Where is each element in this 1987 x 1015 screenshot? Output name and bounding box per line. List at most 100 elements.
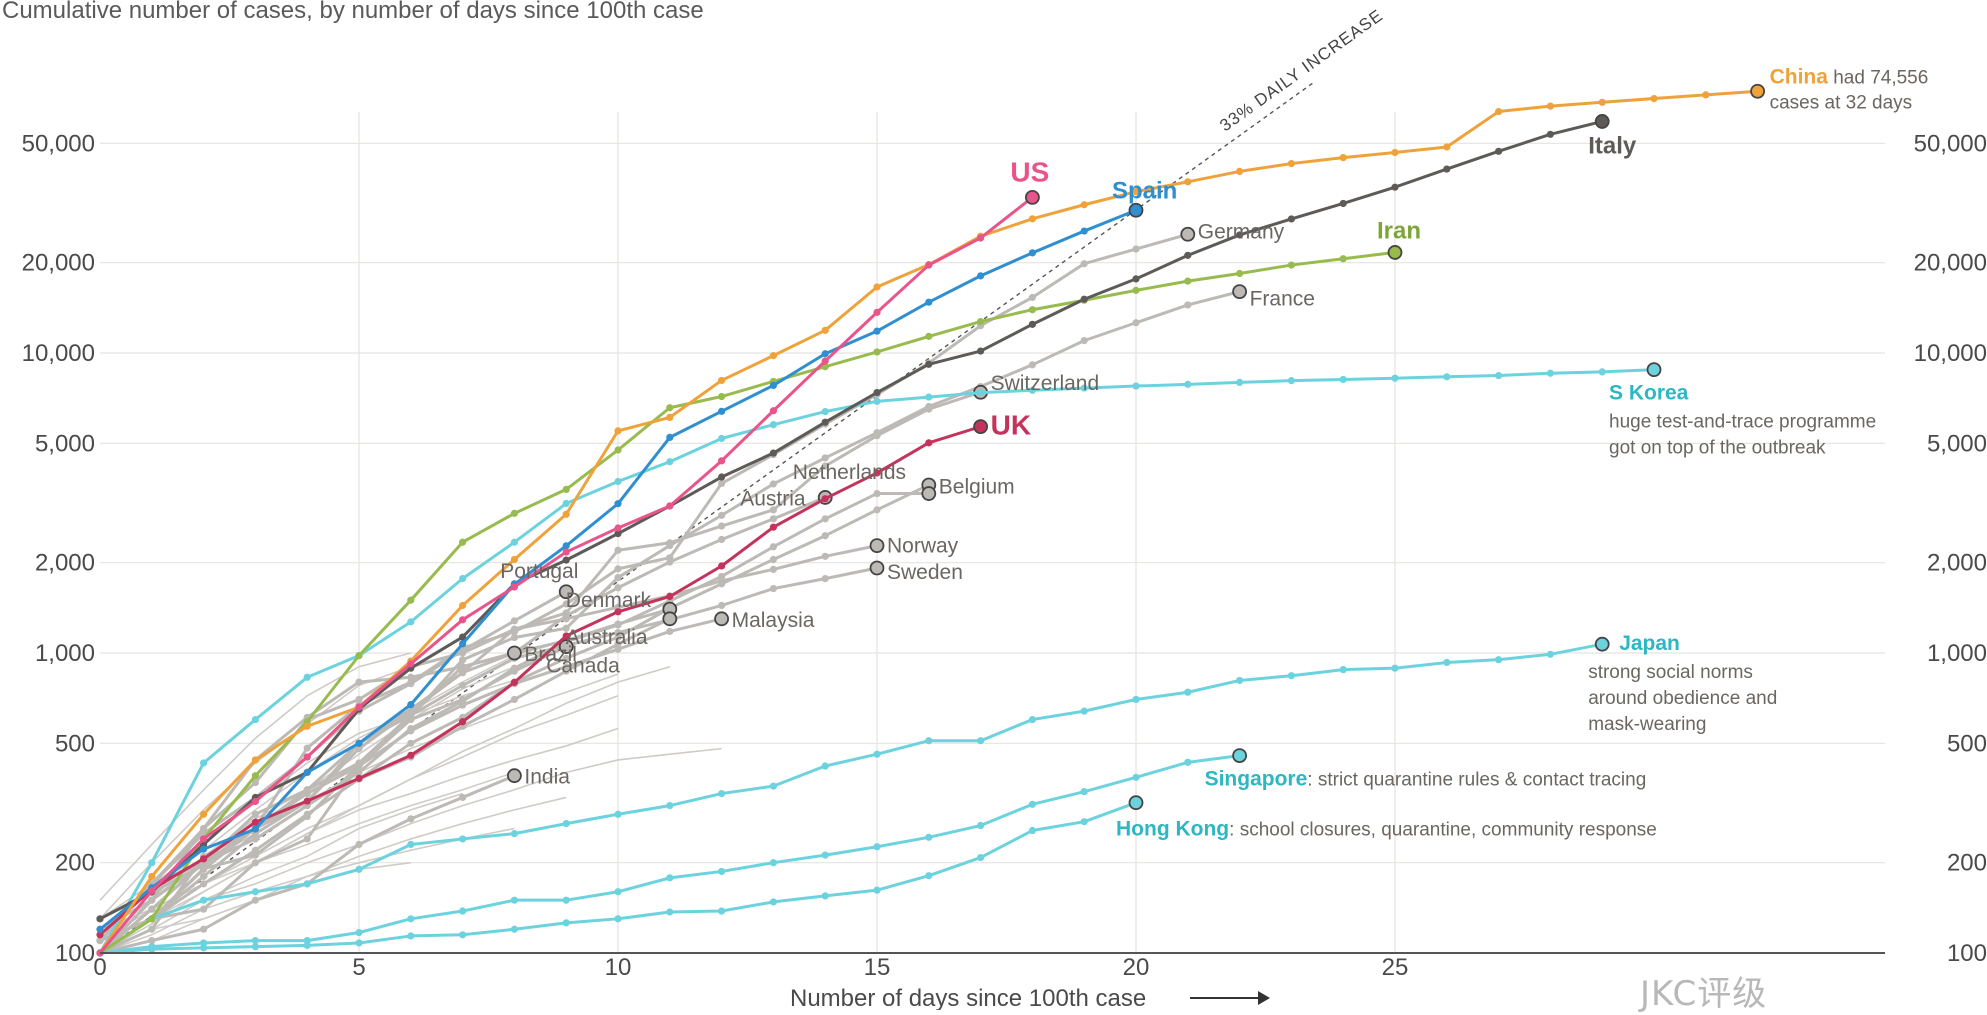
- data-point-china: [1546, 102, 1554, 110]
- data-point-japan: [925, 737, 933, 745]
- data-point-sweden: [459, 681, 467, 689]
- data-point-italy: [1443, 165, 1451, 173]
- data-point-netherlands: [407, 739, 415, 747]
- data-point-us: [769, 407, 778, 415]
- data-point-japan: [562, 819, 570, 828]
- data-point-japan: [769, 782, 778, 790]
- data-point-singapore: [1184, 758, 1192, 766]
- end-point-norway: [869, 538, 885, 554]
- label-name: Spain: [1112, 177, 1177, 204]
- data-point-s-korea: [873, 397, 881, 405]
- data-point-china: [1132, 188, 1140, 196]
- data-point-brazil: [303, 786, 311, 794]
- data-point-france: [510, 633, 518, 642]
- label-name: Hong Kong: [1116, 818, 1229, 841]
- label-name: Denmark: [566, 589, 652, 612]
- data-point-sweden: [718, 601, 726, 610]
- data-point-s-korea: [459, 575, 467, 583]
- data-point-china: [1495, 107, 1503, 116]
- data-point-denmark: [355, 678, 363, 686]
- data-point-us: [873, 308, 881, 316]
- y-tick-right: 50,000: [1914, 130, 1987, 157]
- data-point-denmark: [200, 824, 208, 833]
- data-point-china: [1443, 143, 1451, 151]
- data-point-portugal: [96, 936, 104, 945]
- data-point-iran: [614, 446, 622, 454]
- data-point-s-korea: [510, 538, 518, 546]
- data-point-india: [251, 896, 259, 904]
- data-point-iran: [459, 538, 467, 546]
- data-point-japan: [1443, 658, 1451, 667]
- data-point-iran: [1028, 306, 1036, 314]
- label-note-line: got on top of the outbreak: [1609, 438, 1826, 459]
- label-china: China had 74,556: [1770, 65, 1929, 88]
- data-point-japan: [1546, 650, 1554, 658]
- data-point-france: [1080, 337, 1088, 345]
- data-point-us: [977, 234, 985, 242]
- data-point-japan: [873, 750, 881, 758]
- data-point-iran: [407, 596, 415, 604]
- data-point-hong-kong: [407, 932, 415, 940]
- data-point-italy: [821, 418, 829, 426]
- data-point-s-korea: [251, 715, 259, 724]
- series-line-canada: [99, 645, 567, 955]
- data-point-japan: [407, 840, 415, 849]
- y-tick-right: 500: [1947, 730, 1987, 757]
- data-point-iran: [1184, 277, 1192, 285]
- y-tick-right: 100: [1947, 940, 1987, 967]
- data-point-s-korea: [666, 458, 674, 466]
- data-point-s-korea: [1287, 377, 1295, 385]
- label-name: Portugal: [500, 560, 578, 583]
- label-name: Japan: [1619, 632, 1680, 655]
- data-point-malaysia: [562, 663, 570, 671]
- data-point-s-korea: [200, 759, 208, 767]
- data-point-norway: [510, 625, 518, 633]
- data-point-iran: [666, 404, 674, 412]
- series-line-italy: [99, 119, 1603, 921]
- label-portugal: Portugal: [500, 560, 578, 583]
- data-point-china: [1339, 154, 1347, 162]
- data-point-singapore: [925, 833, 933, 841]
- data-point-italy: [562, 556, 570, 564]
- data-point-iran: [251, 772, 259, 780]
- data-point-hong-kong: [251, 943, 259, 951]
- data-point-uk: [821, 495, 829, 503]
- data-point-iran: [1236, 269, 1244, 278]
- label-note: : school closures, quarantine, community…: [1229, 820, 1657, 841]
- data-point-australia: [303, 810, 311, 818]
- label-note: : strict quarantine rules & contact trac…: [1307, 770, 1646, 791]
- label-note-line-2: cases at 32 days: [1770, 92, 1913, 113]
- data-point-s-korea: [821, 407, 829, 416]
- label-singapore: Singapore: strict quarantine rules & con…: [1205, 768, 1647, 791]
- data-point-germany: [562, 600, 570, 608]
- data-point-norway: [251, 778, 259, 787]
- data-point-hong-kong: [1080, 818, 1088, 826]
- data-point-uk: [925, 439, 933, 447]
- data-point-iran: [562, 485, 570, 494]
- data-point-japan: [1236, 676, 1244, 685]
- label-name: Iran: [1377, 217, 1421, 244]
- y-tick-right: 20,000: [1914, 250, 1987, 277]
- data-point-hong-kong: [873, 886, 881, 894]
- data-point-denmark: [614, 620, 622, 628]
- data-point-spain: [821, 350, 829, 358]
- data-point-uk: [303, 797, 311, 805]
- data-point-norway: [769, 565, 778, 573]
- data-point-uk: [666, 592, 674, 601]
- y-tick-right: 200: [1947, 850, 1987, 877]
- data-point-spain: [251, 825, 259, 833]
- data-point-us: [407, 660, 415, 668]
- label-denmark: Denmark: [566, 589, 652, 612]
- end-point-belgium: [921, 486, 937, 501]
- background-series-line: [99, 665, 671, 954]
- label-note-line: around obedience and: [1588, 688, 1777, 709]
- data-point-s-korea: [148, 859, 156, 867]
- data-point-spain: [200, 845, 208, 853]
- data-point-singapore: [873, 843, 881, 851]
- data-point-singapore: [562, 896, 570, 904]
- data-point-s-korea: [562, 499, 570, 508]
- data-point-japan: [303, 880, 311, 888]
- data-point-china: [1702, 91, 1710, 99]
- label-malaysia: Malaysia: [732, 609, 815, 632]
